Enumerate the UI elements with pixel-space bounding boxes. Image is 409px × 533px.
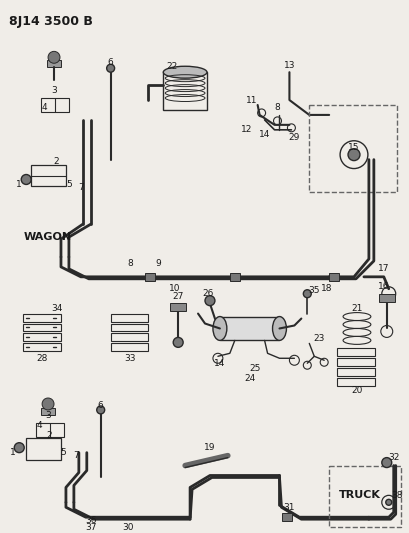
Text: 26: 26 (202, 289, 213, 298)
Bar (31, 165, 66, 187)
Text: 3: 3 (51, 86, 57, 94)
Text: 24: 24 (244, 374, 255, 383)
Text: 11: 11 (246, 95, 257, 104)
Text: 18: 18 (321, 284, 333, 293)
Bar (111, 343, 148, 351)
Bar (220, 317, 279, 341)
Text: 1: 1 (16, 180, 22, 189)
Bar (337, 349, 375, 356)
Text: TRUCK: TRUCK (339, 490, 381, 500)
Circle shape (205, 296, 215, 305)
Text: 25: 25 (249, 364, 261, 373)
Bar (230, 273, 240, 281)
Text: 7: 7 (73, 451, 79, 460)
Text: 38: 38 (391, 491, 402, 500)
Text: 9: 9 (155, 260, 161, 269)
Text: 28: 28 (36, 354, 48, 363)
Bar (23, 313, 61, 321)
Text: 4: 4 (41, 103, 47, 112)
Bar (170, 303, 186, 311)
Text: 8J14 3500 B: 8J14 3500 B (9, 14, 93, 28)
Text: 2: 2 (53, 157, 59, 166)
Text: 14: 14 (214, 359, 226, 368)
Text: 23: 23 (314, 334, 325, 343)
Text: 36: 36 (85, 516, 97, 524)
Text: 20: 20 (351, 385, 363, 394)
Text: 5: 5 (60, 448, 66, 457)
Bar (111, 324, 148, 332)
Text: 13: 13 (284, 61, 295, 70)
Circle shape (173, 337, 183, 348)
Text: 16: 16 (378, 282, 389, 291)
Bar (309, 105, 397, 192)
Text: 1: 1 (10, 448, 16, 457)
Text: 2: 2 (46, 431, 52, 440)
Bar (26, 438, 61, 459)
Circle shape (42, 398, 54, 410)
Ellipse shape (213, 317, 227, 341)
Bar (337, 368, 375, 376)
Bar (47, 60, 61, 67)
Text: 37: 37 (85, 523, 97, 531)
Circle shape (382, 458, 392, 467)
Text: WAGON: WAGON (23, 232, 71, 242)
Text: 7: 7 (78, 183, 84, 192)
Text: 27: 27 (173, 292, 184, 301)
Text: 35: 35 (308, 286, 320, 295)
Text: 19: 19 (204, 443, 216, 452)
Bar (23, 343, 61, 351)
Bar (41, 98, 69, 112)
Bar (36, 423, 64, 437)
Text: 12: 12 (241, 125, 252, 134)
Bar (337, 358, 375, 366)
Bar (329, 273, 339, 281)
Bar (163, 72, 207, 110)
Circle shape (14, 443, 24, 453)
Circle shape (48, 51, 60, 63)
Text: 17: 17 (378, 264, 389, 273)
Text: 3: 3 (45, 411, 51, 421)
Text: 32: 32 (388, 453, 400, 462)
Bar (23, 324, 61, 332)
Text: 4: 4 (36, 421, 42, 430)
Bar (283, 513, 292, 521)
Bar (146, 273, 155, 281)
Bar (329, 465, 401, 527)
Text: 14: 14 (259, 130, 270, 139)
Circle shape (21, 174, 31, 184)
Bar (379, 294, 395, 302)
Text: 8: 8 (274, 103, 281, 112)
Bar (111, 334, 148, 342)
Bar (23, 334, 61, 342)
Text: 6: 6 (98, 401, 103, 410)
Text: 10: 10 (169, 284, 181, 293)
Text: 22: 22 (166, 62, 178, 71)
Text: 8: 8 (128, 260, 133, 269)
Ellipse shape (163, 66, 207, 78)
Text: 34: 34 (51, 304, 63, 313)
Text: 15: 15 (348, 143, 360, 152)
Text: 5: 5 (66, 180, 72, 189)
Circle shape (386, 499, 392, 505)
Text: 33: 33 (125, 354, 136, 363)
Text: 21: 21 (351, 304, 363, 313)
Circle shape (107, 64, 115, 72)
Text: 6: 6 (108, 58, 114, 67)
Bar (337, 378, 375, 386)
Bar (41, 408, 55, 415)
Circle shape (303, 290, 311, 298)
Text: 31: 31 (284, 503, 295, 512)
Circle shape (348, 149, 360, 160)
Bar (111, 313, 148, 321)
Text: 29: 29 (289, 133, 300, 142)
Circle shape (97, 406, 105, 414)
Ellipse shape (272, 317, 286, 341)
Text: 30: 30 (123, 523, 134, 531)
